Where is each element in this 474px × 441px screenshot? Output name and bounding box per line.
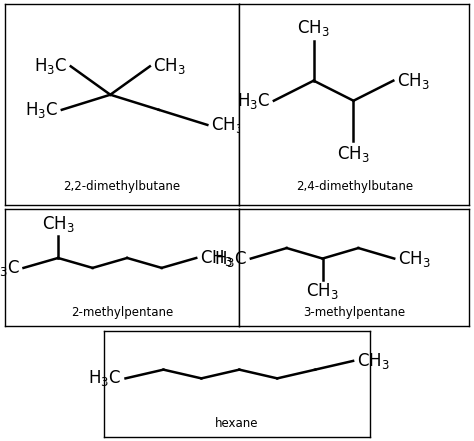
Text: CH$_3$: CH$_3$: [337, 144, 370, 164]
Text: H$_3$C: H$_3$C: [34, 56, 67, 76]
Text: CH$_3$: CH$_3$: [154, 56, 186, 76]
Text: H$_3$C: H$_3$C: [88, 368, 121, 389]
Text: CH$_3$: CH$_3$: [397, 71, 429, 91]
Text: 2,2-dimethylbutane: 2,2-dimethylbutane: [64, 180, 181, 193]
Text: H$_3$C: H$_3$C: [0, 258, 20, 278]
Text: CH$_3$: CH$_3$: [306, 281, 339, 301]
Text: 2-methylpentane: 2-methylpentane: [71, 306, 173, 319]
Text: CH$_3$: CH$_3$: [398, 249, 430, 269]
Text: 2,4-dimethylbutane: 2,4-dimethylbutane: [296, 180, 413, 193]
Text: CH$_3$: CH$_3$: [42, 214, 74, 234]
Text: CH$_3$: CH$_3$: [200, 248, 233, 268]
Text: CH$_3$: CH$_3$: [211, 115, 244, 135]
Text: hexane: hexane: [215, 417, 259, 430]
Text: CH$_3$: CH$_3$: [357, 351, 390, 371]
Text: CH$_3$: CH$_3$: [297, 18, 330, 37]
Text: H$_3$C: H$_3$C: [237, 91, 270, 111]
Text: H$_3$C: H$_3$C: [214, 249, 247, 269]
Text: 3-methylpentane: 3-methylpentane: [303, 306, 405, 319]
Text: H$_3$C: H$_3$C: [25, 100, 58, 120]
